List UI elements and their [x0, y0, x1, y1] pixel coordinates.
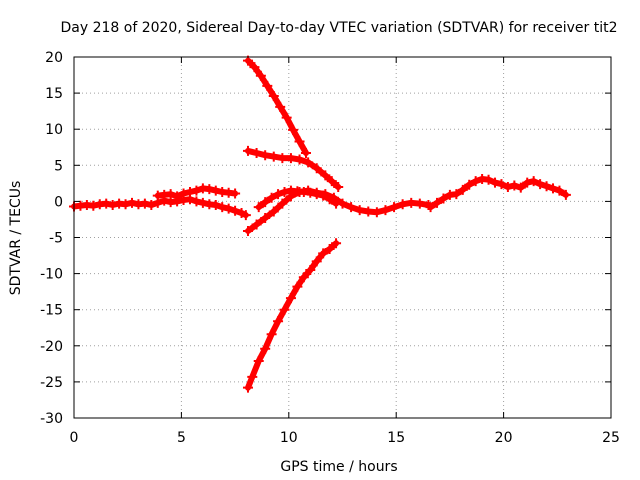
y-tick-label: -20 [40, 339, 63, 355]
series-trace [248, 243, 336, 387]
y-tick-label: 0 [54, 194, 63, 210]
y-tick-label: 20 [45, 50, 63, 66]
y-tick-label: -5 [49, 231, 63, 247]
x-tick-label: 0 [70, 430, 79, 446]
x-tick-label: 20 [495, 430, 513, 446]
y-axis-label: SDTVAR / TECUs [8, 181, 24, 296]
chart-title: Day 218 of 2020, Sidereal Day-to-day VTE… [61, 20, 618, 36]
x-tick-label: 5 [177, 430, 186, 446]
y-tick-label: -25 [40, 375, 63, 391]
y-tick-label: -15 [40, 303, 63, 319]
series-arc-3 [243, 56, 311, 158]
y-tick-label: -10 [40, 267, 63, 283]
data-series [69, 56, 571, 393]
series-arc-4 [243, 146, 343, 192]
y-tick-label: -30 [40, 411, 63, 427]
x-tick-label: 10 [280, 430, 298, 446]
chart: Day 218 of 2020, Sidereal Day-to-day VTE… [0, 0, 640, 480]
x-axis-label: GPS time / hours [280, 459, 397, 475]
data-point [230, 188, 240, 198]
y-tick-label: 5 [54, 158, 63, 174]
series-arc-7 [243, 238, 341, 392]
series-arc-6 [254, 186, 341, 213]
series-trace [248, 151, 338, 187]
x-tick-label: 25 [602, 430, 620, 446]
x-tick-label: 15 [387, 430, 405, 446]
y-tick-label: 15 [45, 86, 63, 102]
sdtvar-chart: Day 218 of 2020, Sidereal Day-to-day VTE… [0, 0, 640, 480]
y-tick-label: 10 [45, 122, 63, 138]
grid [74, 57, 611, 418]
series-arc-8 [426, 174, 571, 212]
